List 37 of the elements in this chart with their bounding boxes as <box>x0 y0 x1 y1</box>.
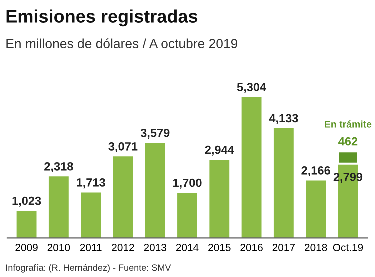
bar <box>81 192 102 238</box>
data-label: 1,023 <box>12 196 42 207</box>
x-tick-label: 2014 <box>176 244 199 252</box>
x-tick-label: 2015 <box>208 244 231 252</box>
bar <box>113 156 134 238</box>
bar <box>306 180 326 238</box>
data-label: 3,071 <box>108 142 138 153</box>
data-label: 1,700 <box>173 178 202 189</box>
data-label: 462 <box>338 137 358 146</box>
bar <box>242 97 262 238</box>
bar <box>48 176 69 238</box>
bar <box>178 193 198 238</box>
chart-subtitle: En millones de dólares / A octubre 2019 <box>6 38 238 48</box>
bar <box>16 211 37 238</box>
data-label: 3,579 <box>140 128 170 140</box>
x-tick-label: 2016 <box>240 244 263 252</box>
data-label: 2,318 <box>44 162 74 173</box>
x-tick-label: 2018 <box>305 244 328 252</box>
x-tick-label: 2009 <box>16 244 38 252</box>
bar <box>337 150 360 165</box>
data-label: 4,133 <box>269 114 298 124</box>
text: Infografía: (R. Hernández) - Fuente: SMV <box>6 264 172 273</box>
bar <box>210 160 230 238</box>
chart-title: Emisiones registradas <box>6 10 198 27</box>
x-tick-label: 2013 <box>144 244 166 252</box>
bar <box>274 128 294 238</box>
text: En trámite <box>325 120 372 128</box>
data-label: 5,304 <box>237 83 266 94</box>
x-tick-label: Oct.19 <box>333 244 364 252</box>
bar <box>145 143 166 238</box>
x-tick-label: 2017 <box>272 244 295 252</box>
data-label: 2,944 <box>205 146 234 156</box>
x-tick-label: 2012 <box>112 244 134 252</box>
x-tick-label: 2011 <box>80 244 102 252</box>
data-label: 2,166 <box>302 166 330 177</box>
data-label: 1,713 <box>77 178 106 189</box>
x-tick-label: 2010 <box>48 244 70 252</box>
